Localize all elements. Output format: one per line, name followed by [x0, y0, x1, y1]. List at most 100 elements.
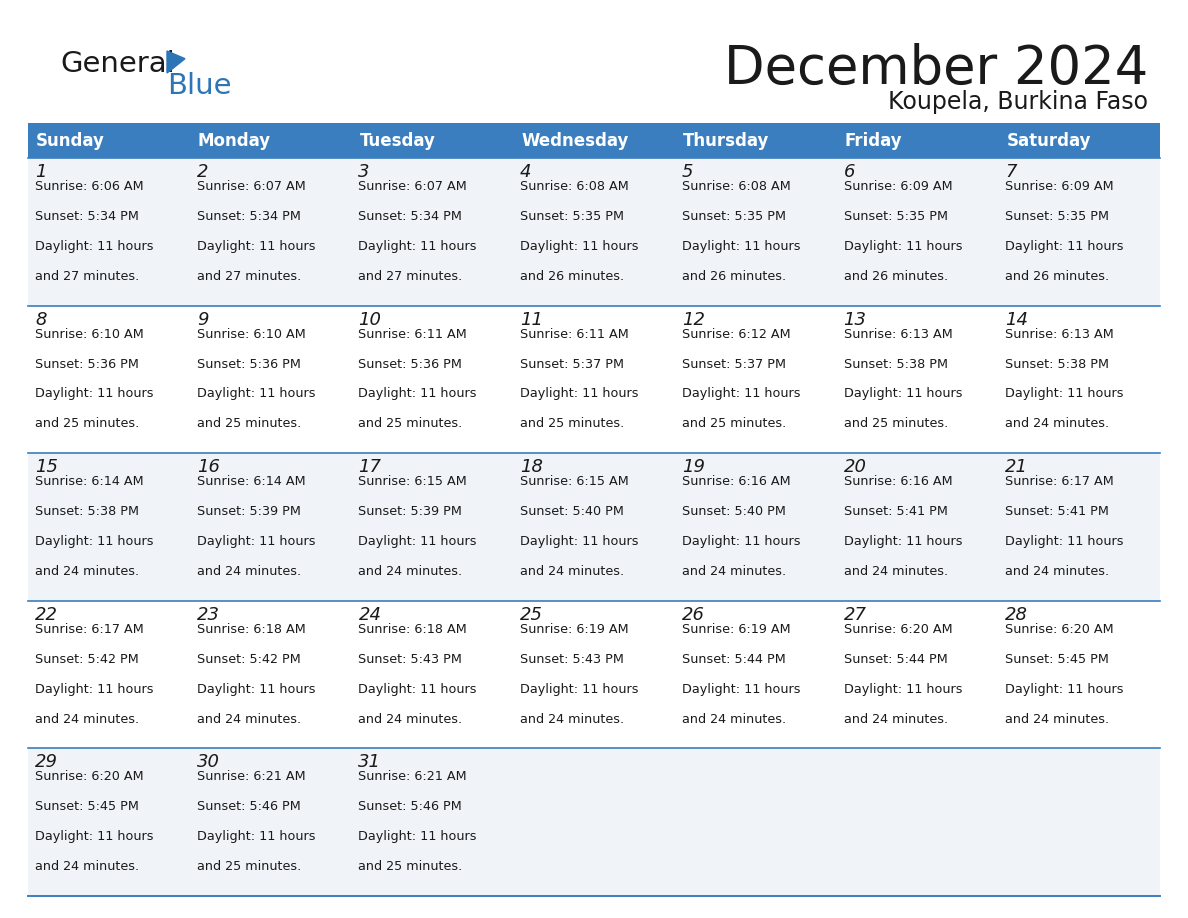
- Text: Daylight: 11 hours: Daylight: 11 hours: [682, 387, 801, 400]
- Text: Daylight: 11 hours: Daylight: 11 hours: [359, 830, 476, 844]
- Text: 9: 9: [197, 310, 208, 329]
- Text: and 24 minutes.: and 24 minutes.: [843, 712, 948, 725]
- Bar: [513, 453, 675, 600]
- Text: Sunset: 5:41 PM: Sunset: 5:41 PM: [1005, 505, 1110, 518]
- Text: Sunset: 5:43 PM: Sunset: 5:43 PM: [359, 653, 462, 666]
- Text: Sunset: 5:34 PM: Sunset: 5:34 PM: [34, 210, 139, 223]
- Text: Daylight: 11 hours: Daylight: 11 hours: [197, 683, 315, 696]
- Text: 15: 15: [34, 458, 58, 476]
- Text: and 24 minutes.: and 24 minutes.: [34, 712, 139, 725]
- Text: Sunset: 5:40 PM: Sunset: 5:40 PM: [520, 505, 624, 518]
- Bar: [513, 600, 675, 748]
- Text: and 25 minutes.: and 25 minutes.: [843, 418, 948, 431]
- Text: 11: 11: [520, 310, 543, 329]
- Text: Sunrise: 6:19 AM: Sunrise: 6:19 AM: [520, 622, 628, 636]
- Bar: [675, 158, 836, 306]
- Text: Daylight: 11 hours: Daylight: 11 hours: [34, 683, 153, 696]
- Text: Blue: Blue: [168, 72, 232, 100]
- Text: 1: 1: [34, 163, 46, 181]
- Text: Daylight: 11 hours: Daylight: 11 hours: [1005, 387, 1124, 400]
- Text: Daylight: 11 hours: Daylight: 11 hours: [843, 387, 962, 400]
- Text: Sunrise: 6:21 AM: Sunrise: 6:21 AM: [197, 770, 305, 783]
- Bar: [29, 158, 190, 306]
- Text: and 24 minutes.: and 24 minutes.: [197, 712, 301, 725]
- Text: Daylight: 11 hours: Daylight: 11 hours: [682, 240, 801, 252]
- Bar: [513, 306, 675, 453]
- Text: and 25 minutes.: and 25 minutes.: [682, 418, 786, 431]
- Text: Sunrise: 6:20 AM: Sunrise: 6:20 AM: [1005, 622, 1114, 636]
- Text: 17: 17: [359, 458, 381, 476]
- Text: Daylight: 11 hours: Daylight: 11 hours: [34, 387, 153, 400]
- Text: 14: 14: [1005, 310, 1029, 329]
- Text: Sunrise: 6:20 AM: Sunrise: 6:20 AM: [34, 770, 144, 783]
- Text: Sunset: 5:36 PM: Sunset: 5:36 PM: [359, 357, 462, 371]
- Text: Sunset: 5:35 PM: Sunset: 5:35 PM: [1005, 210, 1110, 223]
- Text: Daylight: 11 hours: Daylight: 11 hours: [843, 240, 962, 252]
- Text: Sunrise: 6:07 AM: Sunrise: 6:07 AM: [197, 180, 305, 193]
- Text: 31: 31: [359, 754, 381, 771]
- Bar: [190, 600, 352, 748]
- Text: Daylight: 11 hours: Daylight: 11 hours: [34, 240, 153, 252]
- Text: Sunset: 5:42 PM: Sunset: 5:42 PM: [197, 653, 301, 666]
- Text: Sunrise: 6:10 AM: Sunrise: 6:10 AM: [34, 328, 144, 341]
- Bar: [513, 158, 675, 306]
- Text: Sunrise: 6:12 AM: Sunrise: 6:12 AM: [682, 328, 790, 341]
- Text: and 24 minutes.: and 24 minutes.: [1005, 418, 1110, 431]
- Text: Sunrise: 6:19 AM: Sunrise: 6:19 AM: [682, 622, 790, 636]
- Text: Sunset: 5:38 PM: Sunset: 5:38 PM: [843, 357, 948, 371]
- Text: and 25 minutes.: and 25 minutes.: [197, 860, 301, 873]
- Text: Sunrise: 6:17 AM: Sunrise: 6:17 AM: [1005, 476, 1114, 488]
- Text: Sunrise: 6:08 AM: Sunrise: 6:08 AM: [682, 180, 790, 193]
- Text: Daylight: 11 hours: Daylight: 11 hours: [1005, 535, 1124, 548]
- Text: Sunrise: 6:14 AM: Sunrise: 6:14 AM: [34, 476, 144, 488]
- Text: 3: 3: [359, 163, 369, 181]
- Bar: [998, 123, 1159, 158]
- Text: Daylight: 11 hours: Daylight: 11 hours: [843, 535, 962, 548]
- Text: Sunrise: 6:13 AM: Sunrise: 6:13 AM: [1005, 328, 1114, 341]
- Text: 26: 26: [682, 606, 704, 624]
- Bar: [836, 453, 998, 600]
- Text: Sunset: 5:38 PM: Sunset: 5:38 PM: [34, 505, 139, 518]
- Text: Sunset: 5:44 PM: Sunset: 5:44 PM: [682, 653, 785, 666]
- Text: 27: 27: [843, 606, 866, 624]
- Text: Daylight: 11 hours: Daylight: 11 hours: [520, 240, 639, 252]
- Text: Sunset: 5:36 PM: Sunset: 5:36 PM: [197, 357, 301, 371]
- Text: Sunrise: 6:10 AM: Sunrise: 6:10 AM: [197, 328, 305, 341]
- Text: Daylight: 11 hours: Daylight: 11 hours: [1005, 240, 1124, 252]
- Text: Sunset: 5:46 PM: Sunset: 5:46 PM: [197, 800, 301, 813]
- Text: and 25 minutes.: and 25 minutes.: [520, 418, 625, 431]
- Text: Daylight: 11 hours: Daylight: 11 hours: [34, 535, 153, 548]
- Text: 30: 30: [197, 754, 220, 771]
- Text: Sunset: 5:38 PM: Sunset: 5:38 PM: [1005, 357, 1110, 371]
- Bar: [675, 306, 836, 453]
- Bar: [998, 748, 1159, 896]
- Text: and 27 minutes.: and 27 minutes.: [359, 270, 462, 283]
- Text: Sunset: 5:36 PM: Sunset: 5:36 PM: [34, 357, 139, 371]
- Text: 10: 10: [359, 310, 381, 329]
- Text: 7: 7: [1005, 163, 1017, 181]
- Text: Saturday: Saturday: [1006, 131, 1091, 150]
- Bar: [190, 748, 352, 896]
- Text: and 24 minutes.: and 24 minutes.: [843, 565, 948, 578]
- Text: Sunrise: 6:17 AM: Sunrise: 6:17 AM: [34, 622, 144, 636]
- Text: Sunrise: 6:16 AM: Sunrise: 6:16 AM: [843, 476, 953, 488]
- Text: Sunrise: 6:14 AM: Sunrise: 6:14 AM: [197, 476, 305, 488]
- Text: Sunrise: 6:18 AM: Sunrise: 6:18 AM: [359, 622, 467, 636]
- Text: Tuesday: Tuesday: [360, 131, 435, 150]
- Bar: [352, 600, 513, 748]
- Text: Sunrise: 6:18 AM: Sunrise: 6:18 AM: [197, 622, 305, 636]
- Bar: [29, 748, 190, 896]
- Text: Sunset: 5:37 PM: Sunset: 5:37 PM: [682, 357, 785, 371]
- Text: Sunrise: 6:09 AM: Sunrise: 6:09 AM: [843, 180, 953, 193]
- Text: Daylight: 11 hours: Daylight: 11 hours: [359, 535, 476, 548]
- Text: Monday: Monday: [197, 131, 271, 150]
- Text: and 25 minutes.: and 25 minutes.: [359, 418, 462, 431]
- Text: and 24 minutes.: and 24 minutes.: [1005, 712, 1110, 725]
- Text: and 25 minutes.: and 25 minutes.: [359, 860, 462, 873]
- Bar: [513, 748, 675, 896]
- Text: and 26 minutes.: and 26 minutes.: [843, 270, 948, 283]
- Bar: [190, 306, 352, 453]
- Text: Sunset: 5:39 PM: Sunset: 5:39 PM: [197, 505, 301, 518]
- Text: Daylight: 11 hours: Daylight: 11 hours: [682, 535, 801, 548]
- Text: Sunset: 5:42 PM: Sunset: 5:42 PM: [34, 653, 139, 666]
